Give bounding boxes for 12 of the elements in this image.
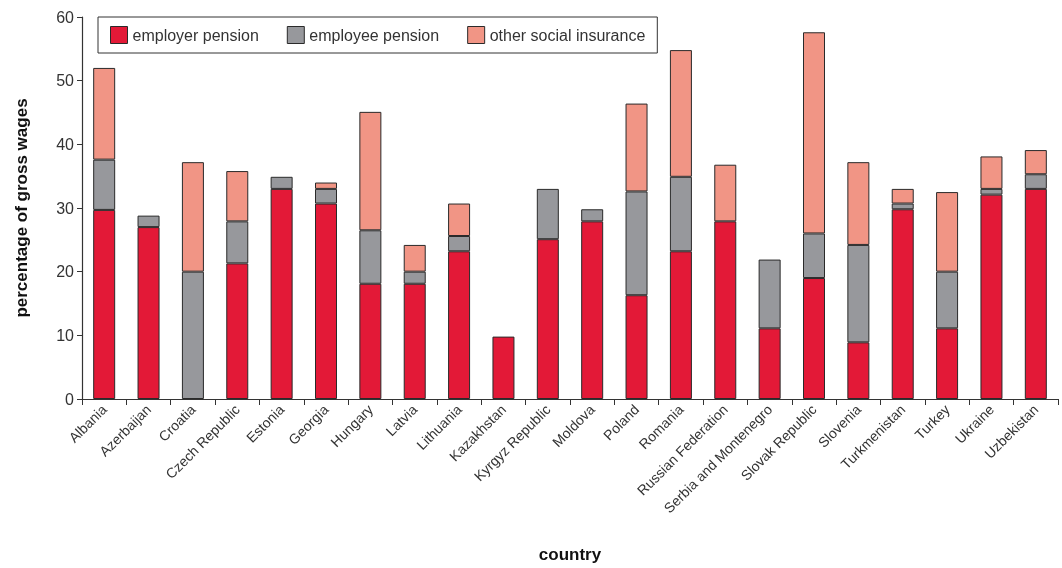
y-tick-label: 40 bbox=[56, 135, 75, 153]
y-tick-label: 0 bbox=[65, 390, 75, 408]
legend-label: employee pension bbox=[309, 26, 440, 44]
legend-label: employer pension bbox=[132, 26, 259, 44]
y-tick-label: 50 bbox=[56, 72, 75, 90]
y-tick-label: 30 bbox=[56, 199, 75, 217]
y-tick-label: 10 bbox=[56, 326, 75, 344]
x-axis-title: country bbox=[538, 545, 602, 564]
y-axis-title: percentage of gross wages bbox=[12, 98, 31, 318]
legend-label: other social insurance bbox=[489, 26, 646, 44]
y-tick-label: 60 bbox=[56, 8, 75, 26]
y-tick-label: 20 bbox=[56, 263, 75, 281]
